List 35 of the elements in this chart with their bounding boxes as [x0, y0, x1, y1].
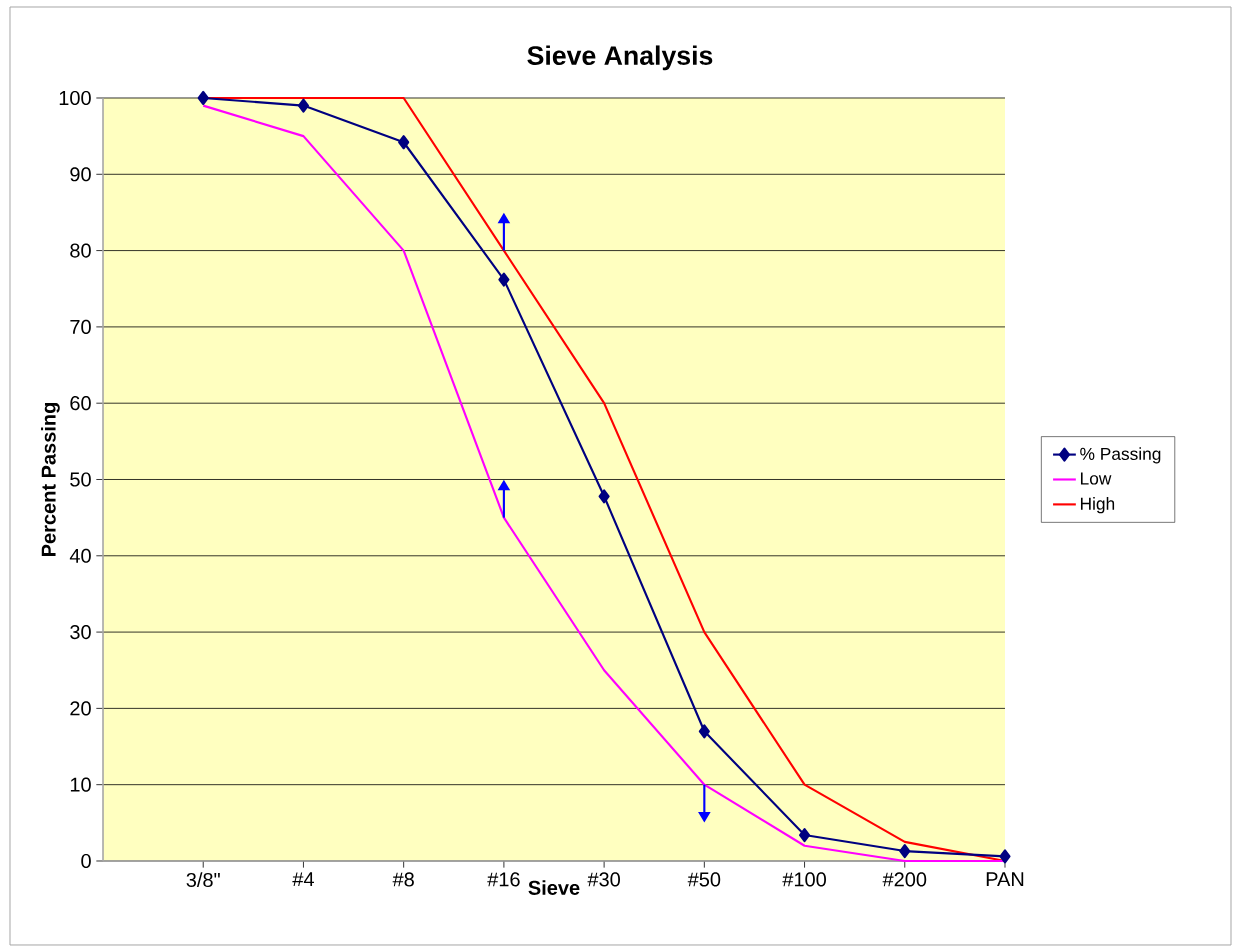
point: [197, 90, 209, 106]
point: [297, 98, 310, 113]
x-tick-label: #16: [487, 872, 520, 887]
legend-label: Low: [1080, 472, 1112, 485]
y-tick-label: 90: [70, 167, 91, 182]
y-tick-label: 10: [70, 777, 91, 792]
y-tick-label: 60: [70, 396, 91, 411]
y-tick-label: 30: [70, 625, 91, 640]
x-axis-title: Sieve: [528, 880, 580, 895]
point: [999, 849, 1011, 864]
point: [899, 844, 911, 859]
x-tick-label: #50: [687, 872, 721, 887]
x-tick-label: #4: [292, 872, 314, 887]
point: [398, 135, 410, 150]
legend-label: High: [1080, 497, 1115, 514]
y-tick-label: 80: [70, 243, 91, 258]
x-tick-label: #100: [782, 872, 826, 887]
y-tick-label: 50: [70, 472, 91, 487]
point: [798, 827, 811, 843]
y-tick-label: 40: [69, 548, 91, 563]
point: [598, 489, 610, 504]
point: [698, 724, 710, 739]
x-tick-label: 3/8": [186, 872, 220, 888]
x-tick-label: PAN: [986, 872, 1024, 887]
x-tick-label: #30: [587, 872, 620, 887]
point: [498, 272, 510, 287]
x-tick-label: #8: [392, 872, 414, 887]
y-axis-title: Percent Passing: [41, 403, 60, 556]
y-tick-label: 0: [81, 853, 91, 869]
y-tick-label: 70: [70, 319, 91, 334]
chart-title: Sieve Analysis: [527, 45, 713, 71]
y-tick-label: 20: [70, 701, 91, 716]
legend-label: % Passing: [1080, 447, 1161, 464]
x-tick-label: #200: [882, 872, 927, 887]
y-tick-label: 100: [59, 90, 91, 106]
